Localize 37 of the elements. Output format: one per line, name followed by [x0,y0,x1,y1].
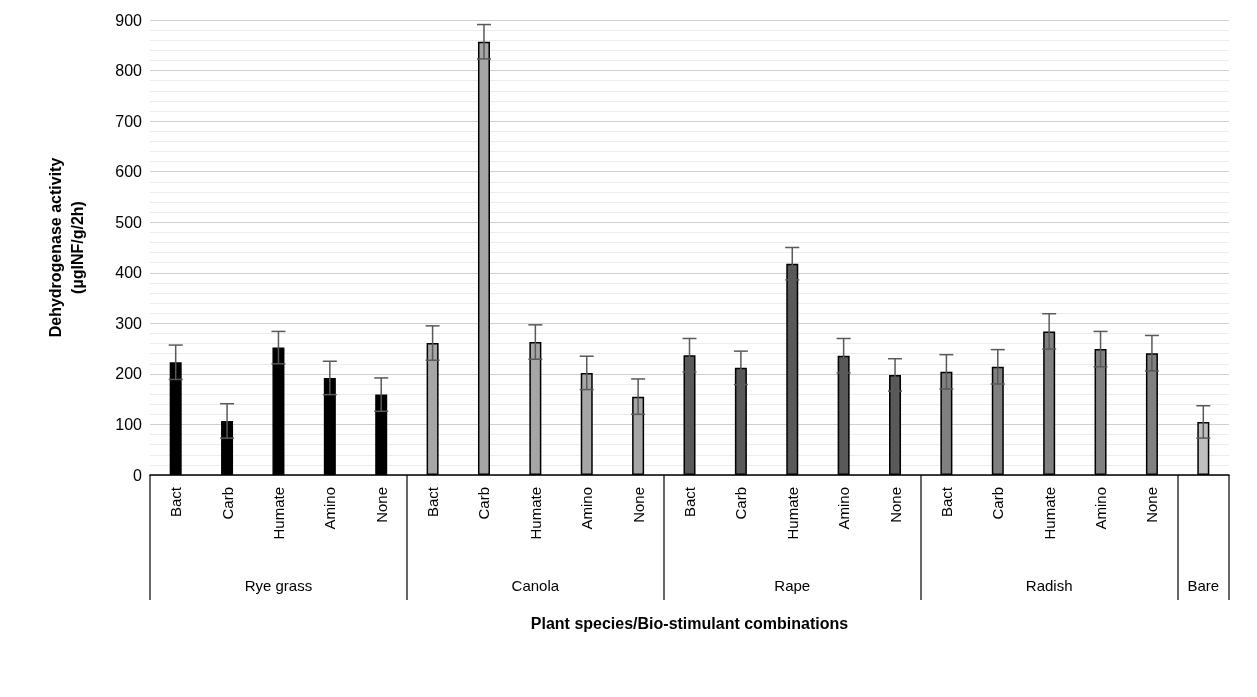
text: Rape [774,577,811,594]
y-tick-label: 700 [115,112,143,130]
y-tick-label: 100 [115,415,143,433]
y-tick-label: 500 [115,213,143,231]
x-tick-label: Bact [167,486,185,518]
y-tick-label: 300 [115,314,143,332]
x-tick-label: Amino [835,487,853,530]
x-tick-label: Humate [1040,487,1058,540]
y-tick-label: 200 [115,365,143,383]
x-tick-label: None [1143,487,1161,523]
y-tick-label: 400 [115,264,143,282]
x-tick-label: Humate [783,487,801,540]
y-axis-title: Dehydrogenase activity (µgINF/g/2h) [46,157,86,338]
x-tick-label: None [372,487,390,523]
text: Rye grass [244,577,313,594]
y-tick-label: 600 [115,163,143,181]
x-tick-label: Bact [937,486,955,518]
x-tick-label: Carb [989,487,1007,520]
x-tick-label: Amino [578,487,596,530]
text: Radish [1025,577,1073,594]
x-axis-title: Plant species/Bio-stimulant combinations [530,614,849,632]
x-tick-label: Carb [218,487,236,520]
x-tick-label: Carb [475,487,493,520]
x-tick-label: Bact [424,486,442,518]
x-tick-label: None [886,487,904,523]
x-tick-label: Carb [732,487,750,520]
text: Bare [1187,577,1220,594]
x-tick-label: Amino [321,487,339,530]
y-tick-label: 0 [133,466,143,484]
x-tick-label: None [629,487,647,523]
x-tick-label: Humate [526,487,544,540]
y-tick-label: 800 [115,62,143,80]
x-tick-label: Humate [269,487,287,540]
y-tick-label: 900 [115,11,143,29]
x-tick-label: Amino [1092,487,1110,530]
text: Canola [511,577,560,594]
x-tick-label: Bact [681,486,698,518]
